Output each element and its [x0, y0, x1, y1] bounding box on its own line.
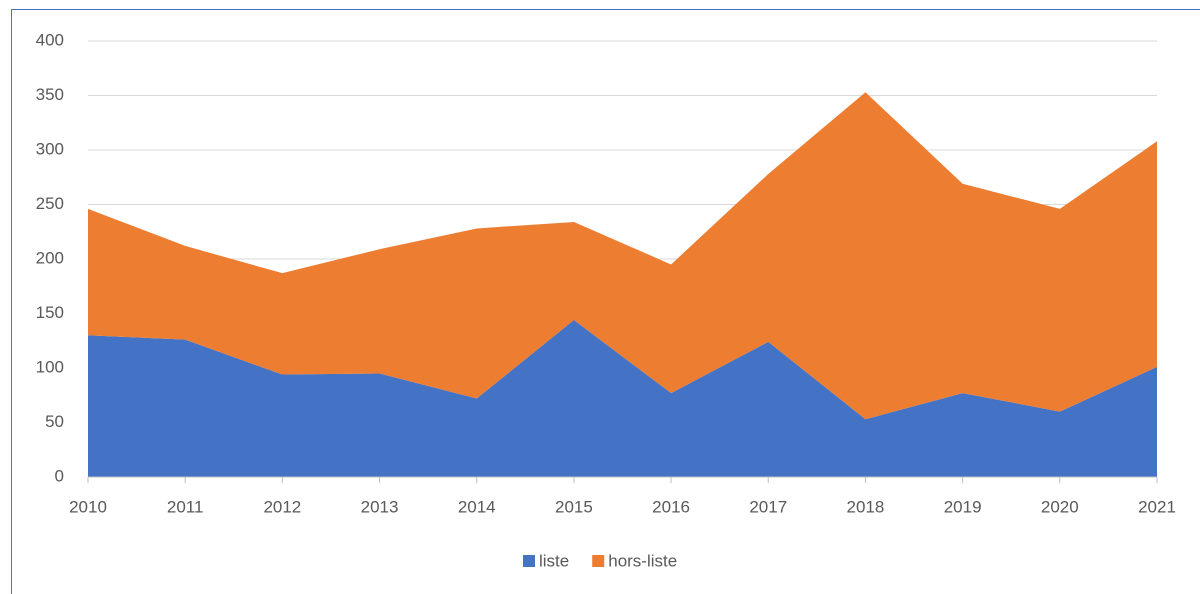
area [88, 320, 1157, 477]
y-tick-label: 350 [36, 85, 64, 104]
y-tick-label: 0 [55, 466, 64, 485]
x-tick-label: 2020 [1041, 497, 1079, 516]
legend-swatch [592, 555, 605, 567]
x-tick-label: 2017 [749, 497, 787, 516]
chart-frame [11, 9, 1200, 594]
x-tick-label: 2014 [458, 497, 496, 516]
y-tick-label: 150 [36, 303, 64, 322]
y-tick-label: 400 [36, 30, 64, 49]
x-tick-label: 2021 [1138, 497, 1176, 516]
area [88, 92, 1157, 420]
x-tick-label: 2019 [944, 497, 982, 516]
y-tick-label: 250 [36, 194, 64, 213]
y-tick-label: 300 [36, 139, 64, 158]
x-tick-label: 2013 [361, 497, 399, 516]
y-tick-label: 50 [45, 412, 64, 431]
y-tick-label: 100 [36, 357, 64, 376]
legend-label: hors-liste [608, 551, 677, 570]
x-tick-label: 2018 [847, 497, 885, 516]
legend-swatch [523, 555, 535, 567]
x-tick-label: 2010 [69, 497, 107, 516]
x-tick-label: 2011 [167, 497, 204, 516]
x-tick-label: 2015 [555, 497, 593, 516]
x-tick-label: 2012 [263, 497, 301, 516]
x-tick-label: 2016 [652, 497, 690, 516]
y-tick-label: 200 [36, 248, 64, 267]
legend-label: liste [539, 551, 569, 570]
